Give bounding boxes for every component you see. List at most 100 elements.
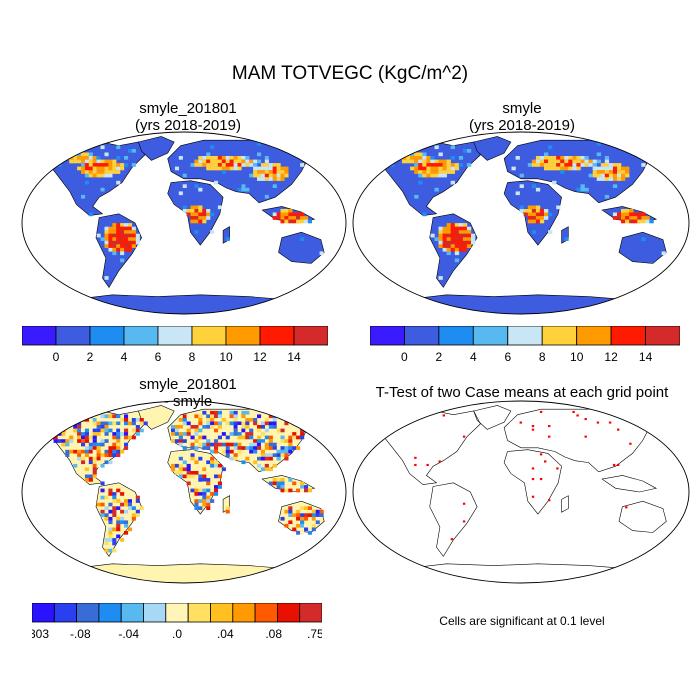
- grid-cell: [446, 159, 451, 164]
- grid-cell: [174, 471, 179, 475]
- grid-cell: [284, 219, 289, 224]
- grid-cell: [57, 428, 62, 433]
- grid-cell: [544, 156, 549, 160]
- grid-cell: [171, 439, 176, 443]
- grid-cell: [202, 212, 207, 217]
- grid-cell: [280, 219, 285, 224]
- grid-cell: [418, 173, 423, 178]
- grid-cell: [596, 166, 601, 171]
- grid-cell: [182, 414, 187, 419]
- grid-cell: [315, 516, 320, 521]
- grid-cell: [171, 428, 176, 433]
- grid-cell: [552, 180, 557, 185]
- grid-cell: [272, 481, 277, 486]
- grid-cell: [186, 432, 191, 436]
- grid-cell: [462, 244, 468, 248]
- grid-cell: [621, 212, 626, 217]
- grid-cell: [402, 410, 405, 413]
- grid-cell: [272, 453, 277, 457]
- grid-cell: [446, 251, 451, 256]
- grid-cell: [84, 152, 89, 157]
- grid-cell: [210, 499, 215, 503]
- grid-cell: [112, 244, 117, 248]
- grid-cell: [108, 538, 113, 542]
- grid-cell: [414, 159, 419, 164]
- grid-cell: [116, 453, 121, 457]
- grid-cell: [296, 421, 301, 426]
- grid-cell: [190, 460, 195, 465]
- grid-cell: [190, 216, 195, 220]
- grid-cell: [311, 414, 316, 419]
- grid-cell: [92, 166, 97, 171]
- grid-cell: [548, 435, 551, 438]
- grid-cell: [124, 442, 129, 447]
- grid-cell: [276, 481, 281, 486]
- grid-cell: [104, 163, 109, 167]
- grid-cell: [178, 432, 183, 436]
- grid-cell: [418, 170, 423, 174]
- grid-cell: [292, 410, 297, 415]
- colorbar-tick-label: 14: [639, 350, 653, 364]
- grid-cell: [450, 247, 455, 252]
- grid-cell: [112, 453, 117, 457]
- grid-cell: [100, 187, 105, 192]
- grid-cell: [300, 163, 305, 167]
- grid-cell: [292, 432, 297, 436]
- antarctica-landmass: [66, 294, 296, 314]
- grid-cell: [131, 421, 136, 426]
- grid-cell: [104, 166, 109, 171]
- grid-cell: [446, 247, 451, 252]
- colorbar-swatch: [53, 603, 77, 623]
- grid-cell: [92, 463, 97, 468]
- grid-cell: [92, 432, 97, 436]
- colorbar-tick-label: 12: [604, 350, 618, 364]
- antarctica-landmass: [66, 563, 296, 583]
- grid-cell: [104, 439, 109, 443]
- grid-cell: [100, 453, 105, 457]
- greenland-landmass: [473, 136, 512, 161]
- grid-cell: [112, 509, 117, 514]
- grid-cell: [124, 499, 129, 503]
- grid-cell: [217, 435, 222, 440]
- grid-cell: [92, 418, 97, 422]
- grid-cell: [182, 205, 187, 210]
- grid-cell: [88, 456, 93, 461]
- grid-cell: [194, 159, 199, 164]
- panel3-title-case: smyle_201801: [139, 376, 237, 393]
- grid-cell: [264, 428, 269, 433]
- grid-cell: [264, 159, 269, 164]
- grid-cell: [139, 421, 144, 426]
- grid-cell: [139, 506, 144, 510]
- grid-cell: [221, 449, 226, 454]
- grid-cell: [268, 453, 273, 457]
- grid-cell: [572, 156, 577, 160]
- grid-cell: [112, 449, 117, 454]
- grid-cell: [186, 212, 191, 217]
- grid-cell: [296, 446, 301, 450]
- colorbar-tick-label: 4: [121, 350, 128, 364]
- colorbar-tick-label: 6: [155, 350, 162, 364]
- grid-cell: [233, 428, 238, 433]
- grid-cell: [592, 166, 597, 171]
- grid-cell: [272, 442, 277, 447]
- grid-cell: [438, 460, 441, 463]
- grid-cell: [568, 163, 573, 167]
- grid-cell: [217, 425, 222, 429]
- grid-cell: [104, 421, 109, 426]
- grid-cell: [300, 421, 305, 426]
- grid-cell: [92, 163, 97, 167]
- grid-cell: [96, 156, 101, 160]
- grid-cell: [214, 163, 219, 167]
- grid-cell: [280, 435, 285, 440]
- grid-cell: [210, 432, 215, 436]
- grid-cell: [214, 156, 219, 160]
- grid-cell: [300, 506, 305, 510]
- grid-cell: [544, 159, 549, 164]
- grid-cell: [311, 421, 316, 426]
- grid-cell: [112, 513, 117, 517]
- grid-cell: [108, 159, 113, 164]
- grid-cell: [104, 460, 109, 465]
- grid-cell: [592, 159, 597, 164]
- grid-cell: [612, 184, 618, 188]
- grid-cell: [81, 410, 86, 415]
